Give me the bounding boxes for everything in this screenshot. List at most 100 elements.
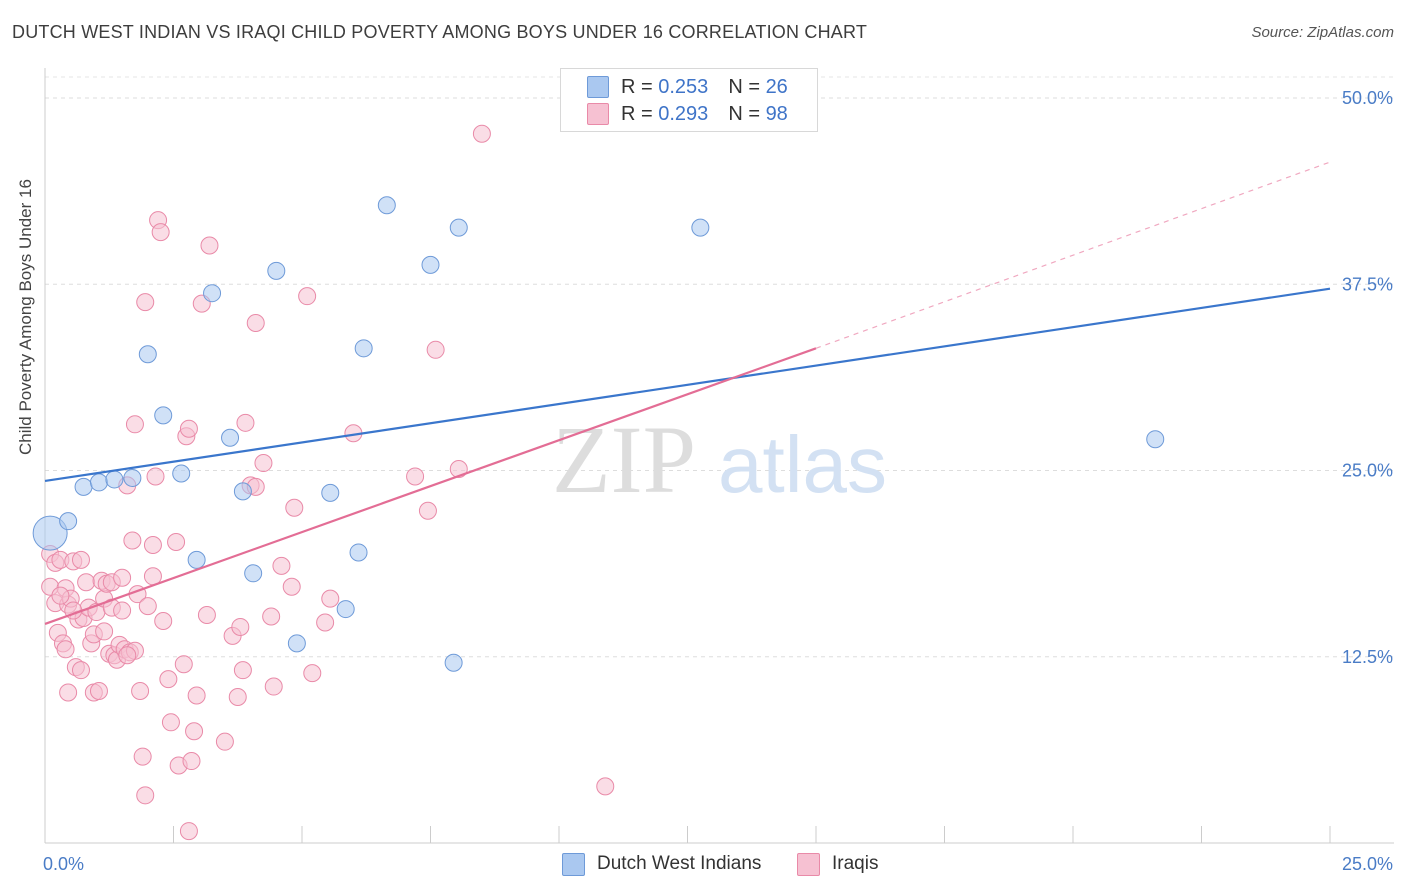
iraqis-point bbox=[316, 613, 335, 632]
iraqis-point bbox=[71, 661, 90, 680]
correlation-legend: R = 0.253 N = 26 R = 0.293 N = 98 bbox=[560, 68, 818, 132]
iraqis-point bbox=[113, 568, 132, 587]
dutch-west-indians-point bbox=[138, 345, 157, 364]
iraqis-point bbox=[136, 786, 155, 805]
legend-n-label: N = bbox=[728, 102, 760, 125]
iraqis-point bbox=[418, 501, 437, 520]
legend-r-label: R = bbox=[621, 102, 653, 125]
dutch-west-indians-point bbox=[105, 470, 124, 489]
iraqis-point bbox=[179, 419, 198, 438]
dutch-west-indians-point bbox=[267, 261, 286, 280]
iraqis-point bbox=[262, 607, 281, 626]
dutch-west-indians-point bbox=[172, 464, 191, 483]
dutch-west-indians-point bbox=[354, 339, 373, 358]
dutch-west-indians-point bbox=[287, 634, 306, 653]
iraqis-point bbox=[89, 682, 108, 701]
legend-row-dutch-west-indians: R = 0.253 N = 26 bbox=[587, 74, 788, 100]
dutch-west-indians-point bbox=[691, 218, 710, 237]
dutch-west-indians-point bbox=[74, 477, 93, 496]
x-tick-label: 0.0% bbox=[43, 854, 84, 874]
chart-title: DUTCH WEST INDIAN VS IRAQI CHILD POVERTY… bbox=[12, 22, 868, 42]
iraqis-point bbox=[143, 536, 162, 554]
dutch-west-indians-point bbox=[123, 468, 142, 487]
dutch-west-indians-point bbox=[89, 473, 108, 492]
dutch-west-indians-trend-line bbox=[44, 287, 1331, 483]
series-label: Iraqis bbox=[832, 853, 879, 874]
iraqis-point bbox=[159, 670, 178, 689]
iraqis-point bbox=[303, 664, 322, 683]
legend-n-label: N = bbox=[728, 75, 760, 98]
dutch-west-indians-point bbox=[1146, 430, 1165, 449]
iraqis-point bbox=[285, 498, 304, 517]
dutch-west-indians-point bbox=[377, 196, 396, 215]
iraqis-point bbox=[133, 747, 152, 766]
trend-lines bbox=[44, 161, 1331, 626]
iraqis-point bbox=[136, 293, 155, 312]
dutch-west-indians-point bbox=[203, 284, 222, 303]
iraqis-point bbox=[321, 589, 340, 608]
iraqis-point bbox=[200, 236, 219, 255]
axes bbox=[44, 68, 1394, 844]
iraqis-point bbox=[146, 467, 165, 486]
iraqis-point bbox=[71, 550, 90, 569]
y-axis-label: Child Poverty Among Boys Under 16 bbox=[16, 179, 35, 455]
iraqis-point bbox=[154, 611, 173, 630]
iraqis-point bbox=[215, 732, 234, 751]
iraqis-point bbox=[118, 646, 137, 665]
legend-r-value: 0.293 bbox=[658, 102, 709, 125]
dutch-west-indians-point bbox=[221, 428, 240, 447]
legend-n-value: 26 bbox=[765, 75, 788, 98]
dutch-west-indians-point bbox=[421, 255, 440, 274]
dutch-west-indians-point bbox=[233, 482, 252, 501]
legend-r-value: 0.253 bbox=[658, 75, 709, 98]
iraqis-point bbox=[125, 415, 144, 434]
iraqis-point bbox=[185, 722, 204, 741]
iraqis-point bbox=[77, 573, 96, 592]
iraqis-point bbox=[298, 287, 317, 306]
iraqis-point bbox=[264, 677, 283, 696]
iraqis-point bbox=[246, 313, 265, 332]
iraqis-point bbox=[187, 686, 206, 705]
watermark-atlas: atlas bbox=[718, 420, 887, 509]
iraqis-point bbox=[56, 640, 75, 659]
iraqis-point bbox=[426, 340, 445, 359]
x-tick-label: 25.0% bbox=[1342, 854, 1393, 874]
y-tick-label: 37.5% bbox=[1342, 274, 1393, 294]
iraqis-point bbox=[272, 556, 291, 575]
dutch-west-indians-point bbox=[336, 600, 355, 619]
iraqis-point bbox=[449, 460, 468, 479]
y-tick-label: 25.0% bbox=[1342, 461, 1393, 481]
series-swatch-blue bbox=[562, 852, 585, 876]
iraqis-point bbox=[161, 713, 180, 732]
legend-swatch-blue bbox=[587, 76, 609, 98]
series-legend-dutch-west-indians: Dutch West Indians bbox=[562, 851, 761, 877]
iraqis-point bbox=[95, 622, 114, 641]
iraqis-point bbox=[231, 617, 250, 636]
y-tick-label: 50.0% bbox=[1342, 88, 1393, 108]
source-credit: Source: ZipAtlas.com bbox=[1251, 24, 1394, 41]
iraqis-point bbox=[123, 531, 142, 550]
y-tick-label: 12.5% bbox=[1342, 647, 1393, 667]
legend-r-label: R = bbox=[621, 75, 653, 98]
series-label: Dutch West Indians bbox=[597, 853, 762, 874]
iraqis-point bbox=[51, 586, 70, 605]
iraqis-point bbox=[179, 822, 198, 841]
iraqis-point bbox=[236, 413, 255, 432]
dutch-west-indians-points bbox=[32, 196, 1165, 672]
series-swatch-pink bbox=[797, 852, 820, 876]
iraqis-point bbox=[113, 601, 132, 620]
iraqis-point bbox=[406, 467, 425, 486]
iraqis-point bbox=[228, 687, 247, 706]
watermark-zip: ZIP bbox=[552, 406, 696, 513]
dutch-west-indians-point bbox=[244, 564, 263, 583]
iraqis-point bbox=[472, 124, 491, 143]
series-legend-iraqis: Iraqis bbox=[797, 851, 878, 877]
iraqis-point bbox=[131, 682, 150, 701]
dutch-west-indians-point bbox=[321, 483, 340, 502]
iraqis-point bbox=[151, 223, 170, 242]
dutch-west-indians-point bbox=[444, 653, 463, 672]
dutch-west-indians-point bbox=[154, 406, 173, 425]
dutch-west-indians-point bbox=[32, 515, 68, 551]
iraqis-point bbox=[233, 661, 252, 680]
